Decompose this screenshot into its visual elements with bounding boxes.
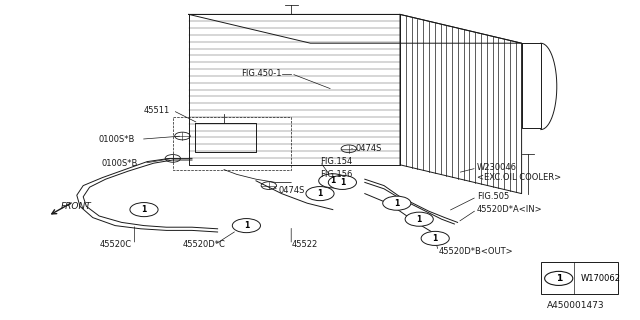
Text: 1: 1 [433,234,438,243]
Text: 45522: 45522 [291,240,317,249]
Circle shape [405,212,433,226]
Text: FIG.156: FIG.156 [320,170,353,179]
Text: 1: 1 [330,176,335,185]
Circle shape [319,174,347,188]
Text: 45520D*C: 45520D*C [182,240,225,249]
Text: FIG.154: FIG.154 [320,157,352,166]
Text: FIG.450-1: FIG.450-1 [241,69,282,78]
Text: 45520C: 45520C [99,240,131,249]
Text: 1: 1 [417,215,422,224]
Text: 1: 1 [317,189,323,198]
Text: 0100S*B: 0100S*B [101,159,138,168]
Text: 45511: 45511 [143,106,170,115]
Text: <EXC.OIL COOLER>: <EXC.OIL COOLER> [477,173,561,182]
Circle shape [306,187,334,201]
Text: FIG.505: FIG.505 [477,192,509,201]
Text: W170062: W170062 [580,274,621,283]
Text: A450001473: A450001473 [547,301,605,310]
Circle shape [130,203,158,217]
Circle shape [383,196,411,210]
Circle shape [328,175,356,189]
Circle shape [421,231,449,245]
Circle shape [232,219,260,233]
Text: 1: 1 [141,205,147,214]
Text: 1: 1 [394,199,399,208]
Text: 0474S: 0474S [278,186,305,195]
Text: 1: 1 [340,178,345,187]
Text: 1: 1 [556,274,562,283]
Bar [541,262,618,294]
Text: 0100S*B: 0100S*B [98,135,134,144]
Text: 0474S: 0474S [355,144,381,153]
Text: FRONT: FRONT [61,202,92,211]
Text: W230046: W230046 [477,164,517,172]
Text: 1: 1 [244,221,249,230]
Text: 45520D*A<IN>: 45520D*A<IN> [477,205,543,214]
Text: 45520D*B<OUT>: 45520D*B<OUT> [438,247,513,256]
